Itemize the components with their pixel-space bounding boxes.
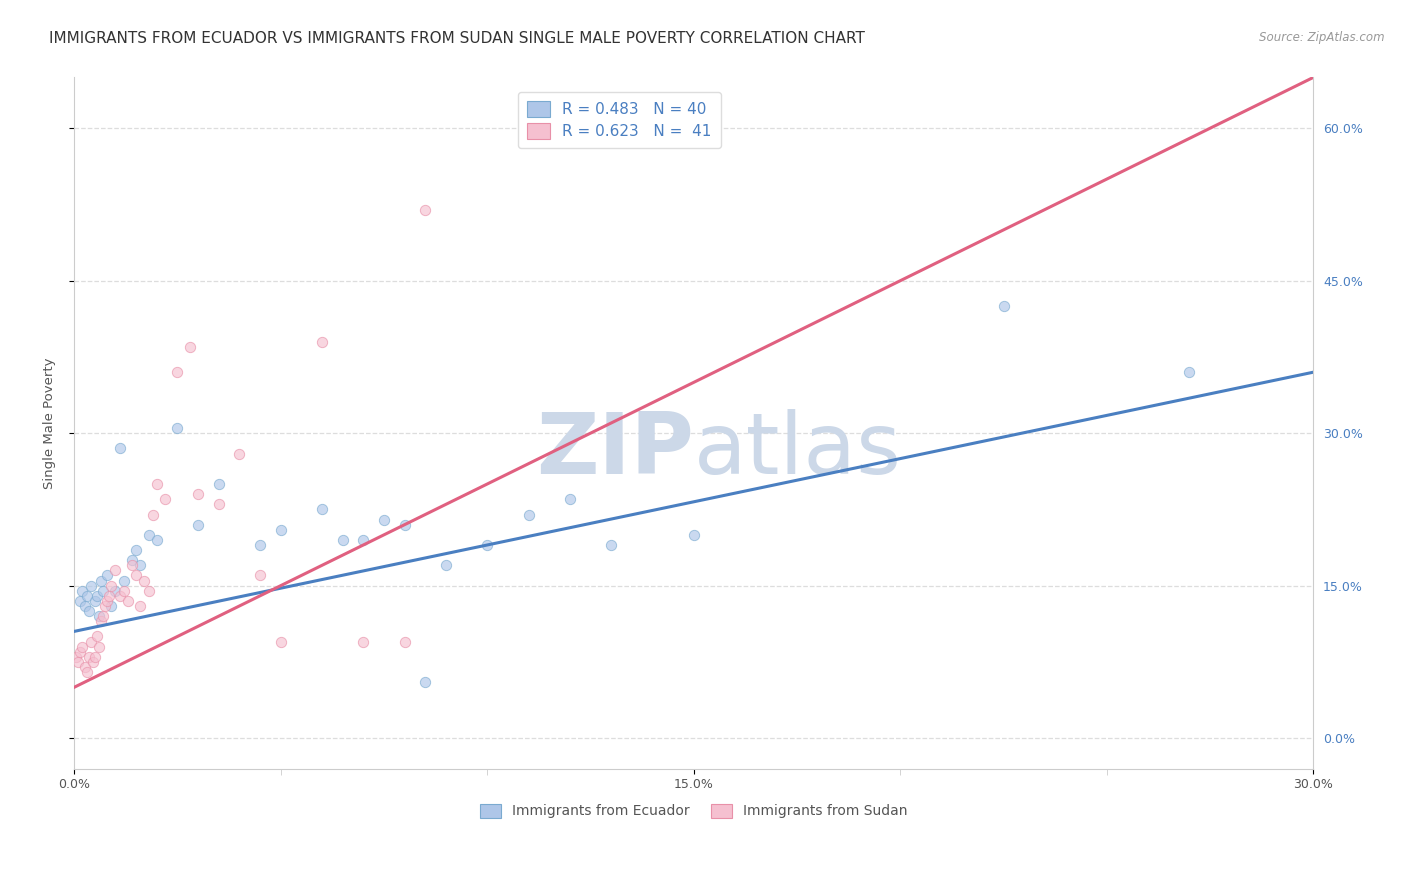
Point: [76, 589, 98, 603]
Point: [138, 583, 160, 598]
Point: [352, 634, 374, 648]
Point: [179, 340, 201, 354]
Point: [434, 558, 457, 573]
Point: [352, 533, 374, 547]
Point: [77, 604, 100, 618]
Point: [82, 655, 104, 669]
Point: [96, 594, 118, 608]
Point: [72, 583, 94, 598]
Point: [142, 508, 165, 522]
Y-axis label: Single Male Poverty: Single Male Poverty: [44, 358, 56, 489]
Point: [91, 609, 114, 624]
Point: [108, 442, 131, 456]
Point: [69, 594, 91, 608]
Point: [104, 583, 127, 598]
Point: [83, 594, 105, 608]
Point: [228, 446, 250, 460]
Point: [558, 492, 581, 507]
Point: [86, 589, 108, 603]
Point: [90, 614, 112, 628]
Point: [90, 574, 112, 588]
Text: atlas: atlas: [693, 409, 901, 492]
Point: [125, 568, 148, 582]
Point: [249, 568, 271, 582]
Point: [73, 660, 96, 674]
Point: [270, 523, 292, 537]
Point: [98, 589, 121, 603]
Text: ZIP: ZIP: [536, 409, 693, 492]
Point: [86, 630, 108, 644]
Point: [121, 553, 143, 567]
Point: [187, 487, 209, 501]
Point: [993, 299, 1015, 313]
Point: [94, 599, 117, 613]
Point: [600, 538, 623, 552]
Point: [65, 649, 87, 664]
Point: [477, 538, 499, 552]
Legend: Immigrants from Ecuador, Immigrants from Sudan: Immigrants from Ecuador, Immigrants from…: [475, 798, 912, 824]
Point: [146, 477, 169, 491]
Point: [413, 675, 436, 690]
Point: [112, 574, 135, 588]
Point: [208, 497, 231, 511]
Point: [117, 594, 139, 608]
Point: [413, 202, 436, 217]
Point: [91, 583, 114, 598]
Point: [146, 533, 169, 547]
Point: [69, 645, 91, 659]
Point: [67, 655, 90, 669]
Point: [76, 665, 98, 679]
Point: [83, 649, 105, 664]
Point: [187, 517, 209, 532]
Point: [112, 583, 135, 598]
Point: [87, 640, 110, 654]
Point: [104, 563, 127, 577]
Point: [100, 599, 122, 613]
Point: [138, 528, 160, 542]
Point: [517, 508, 540, 522]
Point: [72, 640, 94, 654]
Point: [311, 334, 333, 349]
Point: [394, 517, 416, 532]
Point: [373, 512, 395, 526]
Point: [125, 543, 148, 558]
Point: [270, 634, 292, 648]
Point: [96, 568, 118, 582]
Point: [332, 533, 354, 547]
Point: [80, 579, 103, 593]
Point: [77, 649, 100, 664]
Point: [394, 634, 416, 648]
Point: [87, 609, 110, 624]
Point: [166, 421, 188, 435]
Point: [682, 528, 704, 542]
Text: IMMIGRANTS FROM ECUADOR VS IMMIGRANTS FROM SUDAN SINGLE MALE POVERTY CORRELATION: IMMIGRANTS FROM ECUADOR VS IMMIGRANTS FR…: [49, 31, 865, 46]
Point: [129, 558, 152, 573]
Point: [208, 477, 231, 491]
Point: [1178, 365, 1201, 379]
Point: [249, 538, 271, 552]
Point: [153, 492, 176, 507]
Point: [134, 574, 156, 588]
Point: [166, 365, 188, 379]
Point: [129, 599, 152, 613]
Point: [80, 634, 103, 648]
Point: [121, 558, 143, 573]
Point: [73, 599, 96, 613]
Point: [100, 579, 122, 593]
Text: Source: ZipAtlas.com: Source: ZipAtlas.com: [1260, 31, 1385, 45]
Point: [108, 589, 131, 603]
Point: [311, 502, 333, 516]
